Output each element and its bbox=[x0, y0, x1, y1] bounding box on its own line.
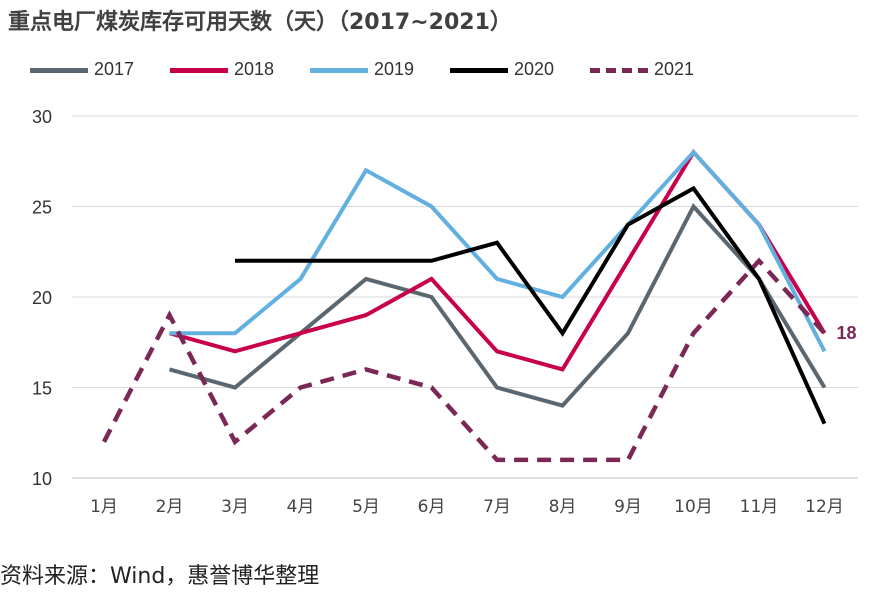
legend-label-2018: 2018 bbox=[234, 59, 275, 79]
series-line-2020 bbox=[235, 185, 827, 425]
legend-label-2021: 2021 bbox=[654, 59, 695, 79]
gridlines bbox=[72, 115, 858, 479]
legend-label-2019: 2019 bbox=[374, 59, 415, 79]
x-tick-label-2: 2月 bbox=[156, 497, 184, 517]
x-tick-label-1: 1月 bbox=[90, 497, 118, 517]
y-tick-label-30: 30 bbox=[32, 107, 52, 127]
series-line-2017 bbox=[168, 203, 827, 408]
chart-title: 重点电厂煤炭库存可用天数（天）（2017~2021） bbox=[8, 10, 512, 35]
line-chart: 10 15 20 25 30 1月 2月 3月 4月 5月 6月 7月 8月 9月 10月 11月 12月 1… bbox=[32, 107, 858, 517]
x-tick-label-7: 7月 bbox=[483, 497, 511, 517]
x-tick-label-10: 10月 bbox=[674, 497, 713, 517]
x-tick-label-8: 8月 bbox=[549, 497, 577, 517]
series-line-2019 bbox=[169, 149, 827, 353]
legend-swatch-2018 bbox=[170, 68, 228, 73]
legend-swatch-2017 bbox=[30, 68, 88, 73]
x-tick-label-4: 4月 bbox=[287, 497, 315, 517]
x-tick-label-5: 5月 bbox=[352, 497, 380, 517]
data-labels: 18 bbox=[837, 323, 857, 343]
series-lines bbox=[102, 148, 827, 463]
x-tick-label-9: 9月 bbox=[614, 497, 642, 517]
x-tick-label-6: 6月 bbox=[418, 497, 446, 517]
legend-swatch-2019 bbox=[310, 68, 368, 73]
source-note: 资料来源：Wind，惠誉博华整理 bbox=[0, 564, 320, 589]
legend-label-2017: 2017 bbox=[94, 59, 135, 79]
y-tick-label-25: 25 bbox=[32, 198, 52, 218]
chart-legend: 2017 2018 2019 2020 2021 bbox=[0, 56, 878, 82]
legend-swatch-2020 bbox=[450, 68, 508, 73]
x-tick-label-3: 3月 bbox=[221, 497, 249, 517]
x-axis-ticks: 1月 2月 3月 4月 5月 6月 7月 8月 9月 10月 11月 12月 bbox=[90, 497, 844, 517]
y-tick-label-15: 15 bbox=[32, 379, 52, 399]
y-tick-label-20: 20 bbox=[32, 288, 52, 308]
data-label-2021-12: 18 bbox=[837, 323, 857, 343]
legend-label-2020: 2020 bbox=[514, 59, 555, 79]
y-tick-label-10: 10 bbox=[32, 469, 52, 489]
x-tick-label-12: 12月 bbox=[805, 497, 844, 517]
y-axis-ticks: 10 15 20 25 30 bbox=[32, 107, 52, 489]
legend-swatch-2021 bbox=[590, 68, 648, 73]
x-tick-label-11: 11月 bbox=[740, 497, 779, 517]
series-line-2021 bbox=[102, 257, 827, 463]
